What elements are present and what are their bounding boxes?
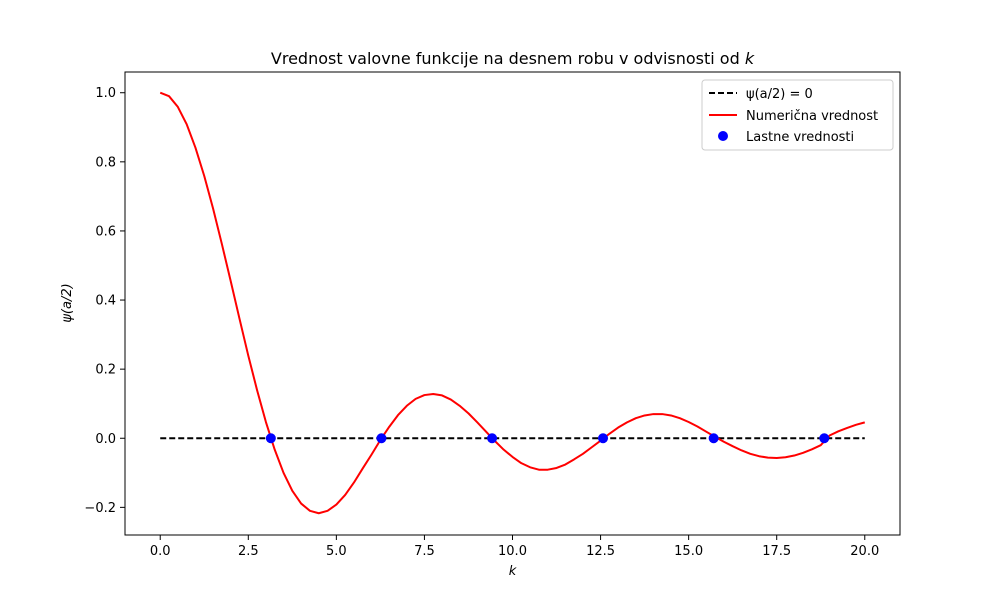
legend-box: [701, 79, 894, 151]
eigenvalue-point: [487, 433, 498, 444]
y-tick-label: 0.4: [95, 294, 116, 309]
x-axis-ticks: 0.0 2.5 5.0 7.5 10.0 12.5 15.0 17.5 20.0: [150, 535, 879, 559]
x-tick-label: 17.5: [762, 544, 791, 559]
axes-frame: [124, 71, 901, 536]
chart-title-variable: k: [745, 49, 755, 68]
legend: ψ(a/2) = 0 Numerična vrednost Lastne vre…: [701, 79, 894, 151]
chart-title: Vrednost valovne funkcije na desnem robu…: [271, 49, 755, 68]
legend-label-numeric: Numerična vrednost: [746, 109, 878, 124]
eigenvalue-point: [819, 433, 830, 444]
y-tick-label: 0.8: [95, 155, 116, 170]
x-tick-label: 0.0: [150, 544, 171, 559]
x-axis-label: k: [509, 564, 517, 579]
y-tick-label: 1.0: [95, 86, 116, 101]
x-tick-label: 15.0: [674, 544, 703, 559]
y-axis-ticks: −0.2 0.0 0.2 0.4 0.6 0.8 1.0: [84, 86, 125, 516]
eigenvalue-point: [598, 433, 609, 444]
legend-label-eigenvalues: Lastne vrednosti: [746, 130, 854, 145]
legend-swatch-eigenvalues: [718, 131, 728, 141]
eigenvalue-point: [708, 433, 719, 444]
y-tick-label: 0.0: [95, 432, 116, 447]
eigenvalue-point: [376, 433, 387, 444]
legend-label-zero-line: ψ(a/2) = 0: [746, 87, 813, 102]
plot-area: [159, 91, 866, 515]
y-tick-label: 0.6: [95, 224, 116, 239]
x-tick-label: 5.0: [326, 544, 347, 559]
numeric-value-line: [159, 91, 866, 515]
y-axis-label: ψ(a/2): [60, 283, 75, 322]
y-tick-label: −0.2: [84, 501, 116, 516]
eigenvalue-point: [265, 433, 276, 444]
x-tick-label: 10.0: [498, 544, 527, 559]
chart-title-prefix: Vrednost valovne funkcije na desnem robu…: [271, 49, 745, 68]
x-tick-label: 7.5: [414, 544, 435, 559]
y-tick-label: 0.2: [95, 363, 116, 378]
x-tick-label: 12.5: [586, 544, 615, 559]
x-tick-label: 20.0: [850, 544, 879, 559]
x-tick-label: 2.5: [238, 544, 259, 559]
